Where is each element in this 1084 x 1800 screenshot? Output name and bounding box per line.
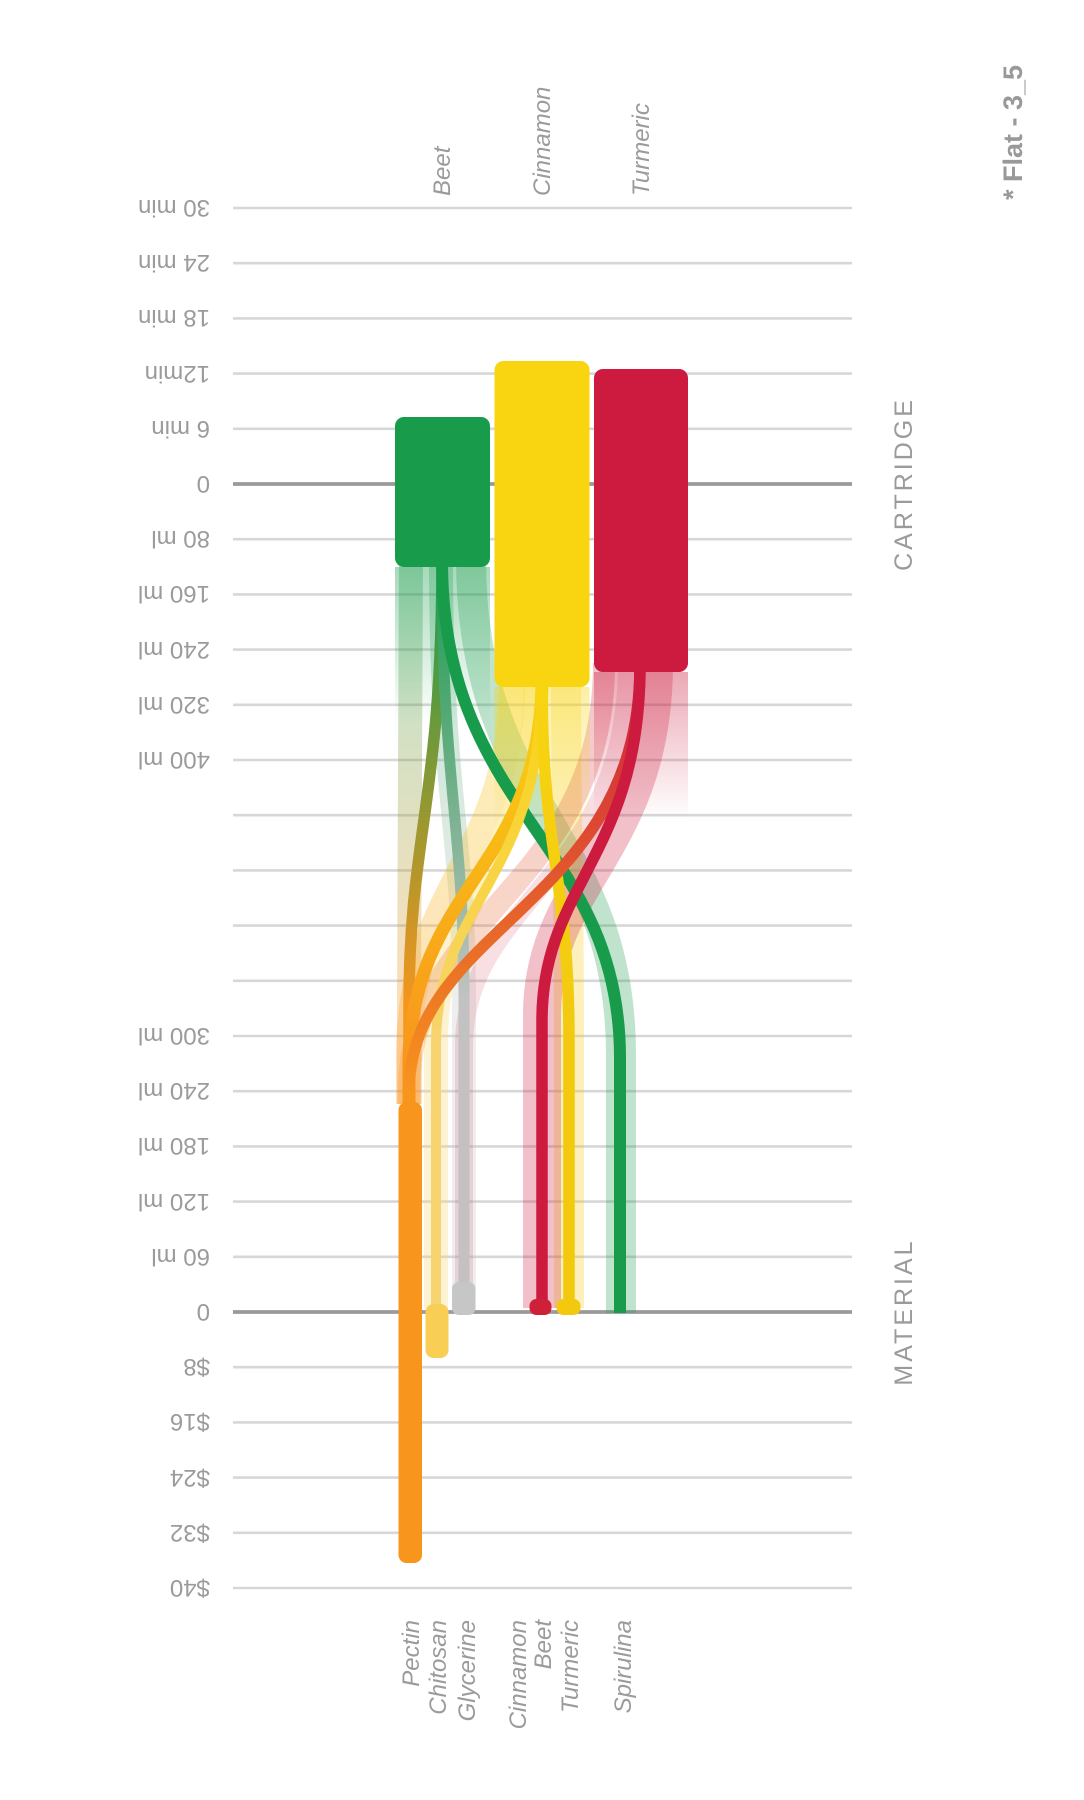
tick-label: $8 xyxy=(183,1353,210,1380)
cartridge-label-beet: Beet xyxy=(429,145,456,196)
material-node-turmeric xyxy=(556,1299,581,1315)
material-node-beet xyxy=(529,1299,552,1315)
material-label-spirulina: Spirulina xyxy=(610,1620,637,1713)
material-node-pectin xyxy=(398,1102,422,1563)
material-label-beet: Beet xyxy=(530,1619,557,1670)
material-label-glycerine: Glycerine xyxy=(454,1620,481,1721)
material-label-turmeric: Turmeric xyxy=(557,1620,584,1713)
cartridge-bar-beet xyxy=(395,417,490,567)
link-beet-spirulina xyxy=(436,559,626,1313)
cartridge-bar-turmeric xyxy=(594,369,688,672)
material-label-cinnamon: Cinnamon xyxy=(505,1620,532,1729)
cartridge-label-turmeric: Turmeric xyxy=(628,103,655,196)
cartridge-axis-title: CARTRIDGE xyxy=(890,397,918,571)
tick-label: $40 xyxy=(170,1574,210,1601)
tick-label: 24 min xyxy=(138,249,210,276)
tick-label: 180 ml xyxy=(138,1132,210,1159)
link-beet-glycerine xyxy=(436,559,470,1288)
material-node-chitosan xyxy=(425,1304,449,1358)
tick-label: 120 ml xyxy=(138,1188,210,1215)
tick-label: $32 xyxy=(170,1519,210,1546)
tick-label: $16 xyxy=(170,1408,210,1435)
tick-label: 0 xyxy=(197,1298,210,1325)
tick-label: 6 min xyxy=(151,415,210,442)
tick-label: 12min xyxy=(145,360,210,387)
tick-label: 30 min xyxy=(138,194,210,221)
cartridge-bars xyxy=(395,361,688,687)
tick-label: 400 ml xyxy=(138,746,210,773)
tick-label: 60 ml xyxy=(151,1243,210,1270)
tick-label: 18 min xyxy=(138,304,210,331)
cartridge-label-cinnamon: Cinnamon xyxy=(529,87,556,196)
material-node-glycerine xyxy=(452,1282,476,1315)
material-nodes xyxy=(398,1102,581,1563)
material-label-chitosan: Chitosan xyxy=(425,1620,452,1715)
tick-label: 160 ml xyxy=(138,580,210,607)
link-turmeric-beet xyxy=(536,665,646,1308)
tick-label: 300 ml xyxy=(138,1022,210,1049)
material-axis-title: MATERIAL xyxy=(890,1238,918,1385)
tick-label: 320 ml xyxy=(138,691,210,718)
material-node-labels: Pectin Chitosan Glycerine Cinnamon Beet … xyxy=(398,1619,637,1730)
cartridge-bar-cinnamon xyxy=(494,361,590,687)
tick-label: 240 ml xyxy=(138,636,210,663)
flow-links xyxy=(402,559,646,1313)
chart-annotation: * Flat - 3_5 xyxy=(998,65,1028,200)
tick-label: 240 ml xyxy=(138,1077,210,1104)
tick-label: 80 ml xyxy=(151,525,210,552)
material-label-pectin: Pectin xyxy=(398,1620,425,1687)
cartridge-node-labels: Beet Cinnamon Turmeric xyxy=(429,87,655,196)
tick-label: 0 xyxy=(197,470,210,497)
tick-label: $24 xyxy=(170,1464,210,1491)
material-axis-ticks: 300 ml 240 ml 180 ml 120 ml 60 ml 0 $8 $… xyxy=(138,1022,210,1601)
cartridge-axis-ticks: 30 min 24 min 18 min 12min 6 min 0 80 ml… xyxy=(138,194,210,773)
